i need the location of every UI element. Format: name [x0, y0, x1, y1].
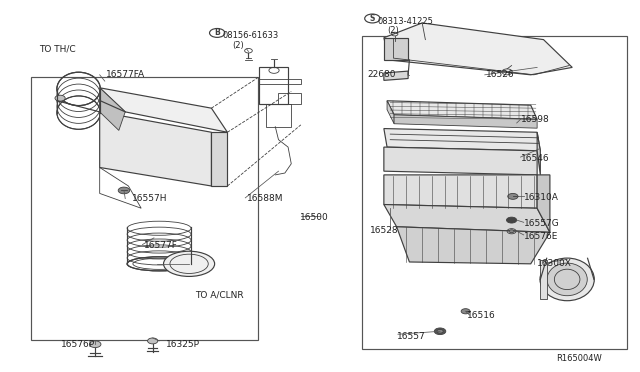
Polygon shape — [397, 227, 550, 264]
Polygon shape — [384, 129, 540, 151]
Polygon shape — [384, 205, 550, 232]
Polygon shape — [384, 23, 572, 75]
Ellipse shape — [547, 263, 588, 296]
Bar — [31, 77, 258, 340]
Polygon shape — [384, 71, 408, 80]
Polygon shape — [384, 38, 408, 60]
Polygon shape — [537, 132, 540, 175]
Polygon shape — [100, 88, 125, 131]
Text: 16300X: 16300X — [537, 259, 572, 268]
Circle shape — [508, 193, 518, 199]
Ellipse shape — [540, 258, 595, 301]
Text: 16588M: 16588M — [246, 195, 283, 203]
Bar — [362, 36, 627, 349]
Text: TO A/CLNR: TO A/CLNR — [195, 291, 244, 300]
Text: (2): (2) — [232, 41, 244, 50]
Circle shape — [437, 330, 444, 333]
Polygon shape — [387, 101, 394, 124]
Ellipse shape — [164, 251, 214, 276]
Circle shape — [461, 309, 470, 314]
Polygon shape — [394, 115, 537, 128]
Text: 16528: 16528 — [370, 226, 399, 235]
Text: 16310A: 16310A — [524, 193, 559, 202]
Polygon shape — [384, 147, 537, 175]
Circle shape — [90, 341, 101, 347]
Text: 16526: 16526 — [486, 70, 515, 79]
Text: 22680: 22680 — [367, 70, 396, 79]
Circle shape — [55, 95, 65, 101]
Polygon shape — [537, 175, 550, 232]
Polygon shape — [100, 88, 227, 132]
Text: TO TH/C: TO TH/C — [39, 44, 76, 53]
Circle shape — [506, 217, 516, 223]
Text: 16577F: 16577F — [145, 241, 179, 250]
Polygon shape — [100, 112, 211, 186]
Text: R165004W: R165004W — [556, 354, 602, 363]
Text: 16325P: 16325P — [166, 340, 200, 349]
Text: 08313-41225: 08313-41225 — [378, 17, 433, 26]
Text: 16576P: 16576P — [61, 340, 95, 349]
Text: 16576E: 16576E — [524, 231, 559, 241]
Polygon shape — [387, 101, 537, 119]
Text: 16557G: 16557G — [524, 219, 560, 228]
Circle shape — [509, 230, 514, 233]
Text: 16598: 16598 — [521, 115, 550, 124]
Circle shape — [435, 328, 446, 335]
Text: 08156-61633: 08156-61633 — [223, 31, 279, 41]
Circle shape — [118, 187, 130, 194]
Text: 16577FA: 16577FA — [106, 70, 145, 79]
Polygon shape — [540, 260, 547, 299]
Polygon shape — [211, 132, 227, 186]
Text: 16516: 16516 — [467, 311, 495, 320]
Polygon shape — [384, 175, 537, 208]
Text: B: B — [214, 28, 220, 38]
Text: 16546: 16546 — [521, 154, 550, 163]
Text: S: S — [370, 14, 375, 23]
Circle shape — [148, 338, 158, 344]
Text: 16500: 16500 — [300, 213, 328, 222]
Text: 16557H: 16557H — [132, 195, 167, 203]
Text: 16557: 16557 — [397, 331, 426, 341]
Text: (2): (2) — [387, 26, 399, 35]
